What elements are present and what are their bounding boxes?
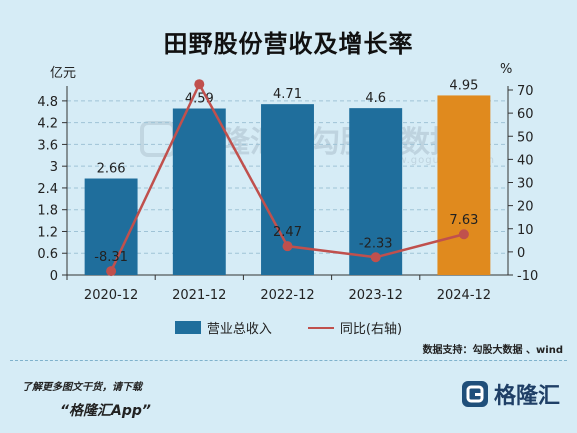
legend-item-revenue[interactable]: 营业总收入 (174, 318, 272, 337)
legend-item-yoy[interactable]: 同比(右轴) (307, 318, 403, 337)
yoy-point-2021-12 (194, 79, 205, 90)
yoy-label-2022-12: 2.47 (273, 225, 302, 240)
chart-legend: 营业总收入 同比(右轴) (0, 318, 577, 337)
right-tick-label-6: 50 (517, 130, 534, 145)
left-tick-label-6: 3.6 (37, 138, 58, 153)
footer-promo-text: 了解更多图文干货，请下载 (22, 382, 142, 393)
footer-logo-text: 格隆汇 (494, 384, 561, 409)
yoy-point-2022-12 (282, 241, 293, 252)
bar-2023-12 (349, 108, 403, 275)
left-tick-label-2: 1.2 (37, 225, 58, 240)
x-tick-label-2024-12: 2024-12 (437, 288, 491, 303)
x-tick-label-2023-12: 2023-12 (349, 288, 403, 303)
bar-2024-12 (437, 95, 491, 275)
yoy-label-2023-12: -2.33 (359, 236, 393, 251)
yoy-label-2024-12: 7.63 (449, 213, 478, 228)
data-source: 数据支持：勾股大数据 、wind (422, 345, 563, 356)
legend-label-revenue: 营业总收入 (206, 322, 272, 337)
legend-label-yoy: 同比(右轴) (339, 322, 403, 337)
footer-app-name: “格隆汇App” (60, 403, 151, 419)
right-tick-label-7: 60 (517, 107, 534, 122)
footer-logo[interactable]: 格隆汇 (462, 378, 560, 410)
gelonghui-logo-icon (462, 381, 488, 407)
bar-label-2022-12: 4.71 (273, 87, 302, 102)
right-axis-unit: % (500, 62, 513, 77)
yoy-label-2020-12: -8.31 (94, 250, 128, 265)
right-tick-label-3: 20 (517, 200, 534, 215)
yoy-point-2020-12 (106, 266, 117, 277)
right-tick-label-4: 30 (517, 177, 534, 192)
left-tick-label-5: 3 (50, 160, 58, 175)
legend-swatch-bar (174, 321, 201, 334)
right-tick-label-5: 40 (517, 153, 534, 168)
x-tick-label-2022-12: 2022-12 (260, 288, 314, 303)
bar-2020-12 (84, 178, 138, 275)
left-tick-label-8: 4.8 (37, 95, 58, 110)
legend-swatch-line (307, 326, 334, 329)
right-tick-label-0: -10 (517, 269, 538, 284)
left-tick-label-3: 1.8 (37, 204, 58, 219)
yoy-point-2024-12 (458, 229, 469, 240)
bar-label-2023-12: 4.6 (365, 91, 386, 106)
left-axis-unit: 亿元 (50, 66, 77, 81)
chart-title: 田野股份营收及增长率 (163, 30, 414, 58)
yoy-point-2023-12 (370, 252, 381, 263)
x-tick-label-2020-12: 2020-12 (84, 288, 138, 303)
left-tick-label-4: 2.4 (37, 182, 58, 197)
left-tick-label-0: 0 (50, 269, 58, 284)
bar-label-2024-12: 4.95 (449, 78, 478, 93)
bar-2021-12 (172, 108, 226, 275)
left-tick-label-7: 4.2 (37, 117, 58, 132)
footer-divider (10, 360, 567, 361)
right-tick-label-8: 70 (517, 84, 534, 99)
right-tick-label-1: 0 (517, 246, 525, 261)
bar-label-2020-12: 2.66 (97, 162, 126, 177)
right-tick-label-2: 10 (517, 223, 534, 238)
x-tick-label-2021-12: 2021-12 (172, 288, 226, 303)
left-tick-label-1: 0.6 (37, 247, 58, 262)
